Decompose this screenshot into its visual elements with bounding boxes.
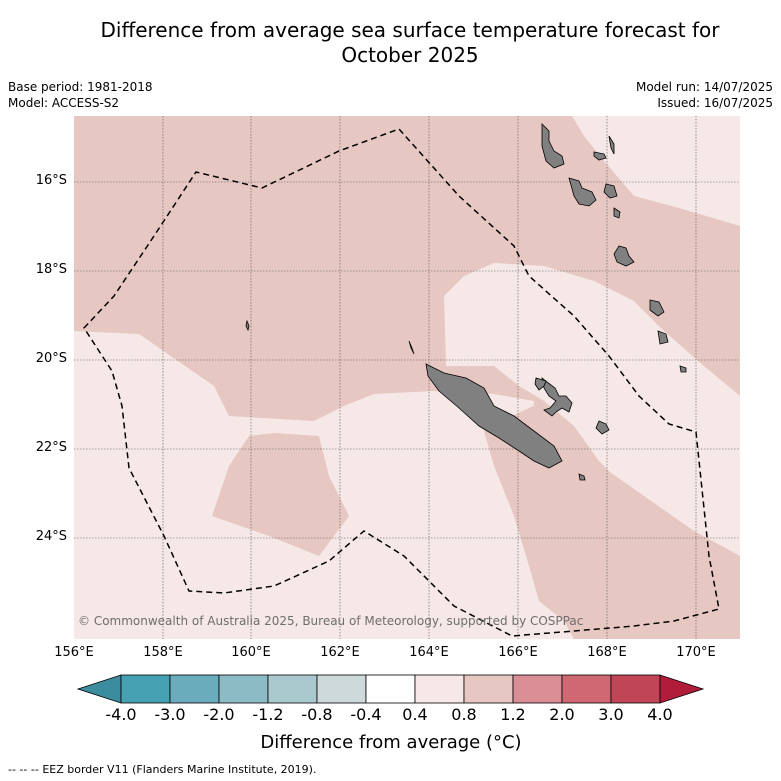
colorbar-swatch (414, 674, 465, 704)
lon-tick-164e: 164°E (409, 645, 449, 660)
eez-legend: -- -- -- EEZ border V11 (Flanders Marine… (8, 763, 316, 776)
colorbar-label: 2.0 (549, 705, 575, 724)
chesterfield-islands (245, 319, 250, 332)
colorbar-label: -0.8 (301, 705, 333, 724)
colorbar-label: -1.2 (252, 705, 284, 724)
colorbar-label: -2.0 (203, 705, 235, 724)
new-caledonia-grande-terre (425, 363, 563, 469)
copyright-credit: © Commonwealth of Australia 2025, Bureau… (78, 614, 584, 628)
colorbar-swatch (463, 674, 514, 704)
colorbar-label: -3.0 (154, 705, 186, 724)
sst-anomaly-map (74, 116, 740, 639)
issued-text: Issued: 16/07/2025 (657, 96, 773, 110)
lon-tick-160e: 160°E (231, 645, 271, 660)
anomaly-patch-sw (212, 433, 349, 556)
base-period-text: Base period: 1981-2018 (8, 80, 153, 94)
belep-islands (408, 340, 415, 355)
model-run-text: Model run: 14/07/2025 (635, 80, 773, 94)
colorbar-swatch (561, 674, 612, 704)
run-info: Model run: 14/07/2025 Issued: 16/07/2025 (636, 79, 773, 111)
colorbar-swatch (169, 674, 220, 704)
anomaly-patch-south (512, 401, 740, 639)
colorbar-extend-low (76, 674, 122, 704)
mare-island (595, 420, 610, 435)
espiritu-santo (541, 123, 565, 169)
isle-of-pines (578, 473, 586, 481)
lon-tick-168e: 168°E (587, 645, 627, 660)
efate-island (613, 245, 635, 267)
eez-legend-text: EEZ border V11 (Flanders Marine Institut… (42, 763, 317, 776)
lon-tick-158e: 158°E (143, 645, 183, 660)
lon-tick-156e: 156°E (54, 645, 94, 660)
colorbar-label: 1.2 (500, 705, 526, 724)
colorbar-swatch (365, 674, 416, 704)
tanna-island (657, 330, 669, 345)
map-title: Difference from average sea surface temp… (40, 18, 780, 68)
colorbar-swatch (267, 674, 318, 704)
eez-dash-sample: -- -- -- (8, 763, 39, 776)
model-name-text: Model: ACCESS-S2 (8, 96, 120, 110)
lat-tick-16s: 16°S (35, 173, 67, 188)
colorbar-extend-high (659, 674, 705, 704)
aneityum-island (679, 365, 687, 373)
epi-island (613, 207, 621, 219)
title-line-2: October 2025 (341, 43, 479, 67)
ambae-island (593, 151, 607, 161)
lifou-island (541, 377, 573, 417)
colorbar-label: -4.0 (105, 705, 137, 724)
colorbar-svg (76, 674, 705, 704)
lat-tick-24s: 24°S (35, 529, 67, 544)
map-canvas (74, 116, 740, 639)
eez-border (83, 128, 720, 637)
colorbar-label: 4.0 (647, 705, 673, 724)
lon-tick-162e: 162°E (320, 645, 360, 660)
model-info: Base period: 1981-2018 Model: ACCESS-S2 (8, 79, 153, 111)
lon-tick-170e: 170°E (676, 645, 716, 660)
lat-tick-20s: 20°S (35, 351, 67, 366)
colorbar-label: 0.4 (402, 705, 428, 724)
colorbar-swatch (512, 674, 563, 704)
colorbar-swatch (120, 674, 171, 704)
colorbar-label: 0.8 (451, 705, 477, 724)
colorbar (76, 674, 707, 708)
ouvea-island (534, 377, 547, 391)
lat-tick-22s: 22°S (35, 440, 67, 455)
pentecost-island (603, 183, 618, 199)
title-line-1: Difference from average sea surface temp… (100, 18, 720, 42)
colorbar-label: -0.4 (350, 705, 382, 724)
lon-tick-166e: 166°E (498, 645, 538, 660)
lat-tick-18s: 18°S (35, 262, 67, 277)
malekula-island (568, 177, 597, 207)
land-masses (245, 123, 687, 481)
maewo-island (608, 135, 615, 155)
colorbar-swatch (610, 674, 661, 704)
colorbar-label: 3.0 (598, 705, 624, 724)
colorbar-title: Difference from average (°C) (260, 732, 522, 753)
colorbar-swatch (316, 674, 367, 704)
erromango-island (649, 299, 665, 317)
colorbar-swatch (218, 674, 269, 704)
